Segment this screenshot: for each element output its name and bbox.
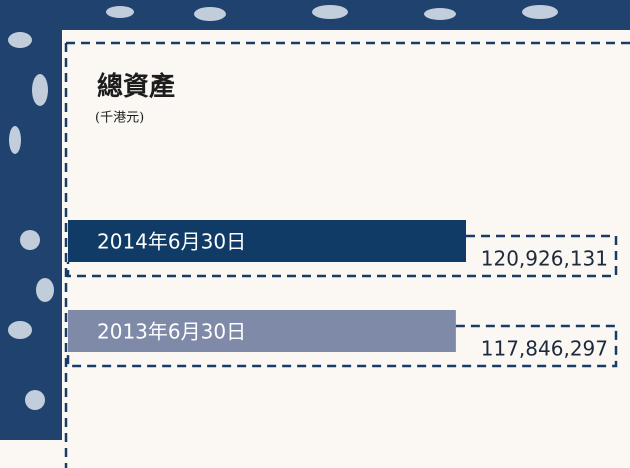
value-label: 117,846,297 [481,337,608,361]
chart: 總資產 (千港元) 2014年6月30日 120,926,131 2013年6月30… [0,0,630,468]
category-label: 2013年6月30日 [97,320,246,344]
value-label: 120,926,131 [481,247,608,271]
category-label: 2014年6月30日 [97,230,246,254]
chart-title: 總資產 [97,71,175,102]
panel-corner [0,440,62,468]
chart-subtitle: (千港元) [95,111,144,126]
